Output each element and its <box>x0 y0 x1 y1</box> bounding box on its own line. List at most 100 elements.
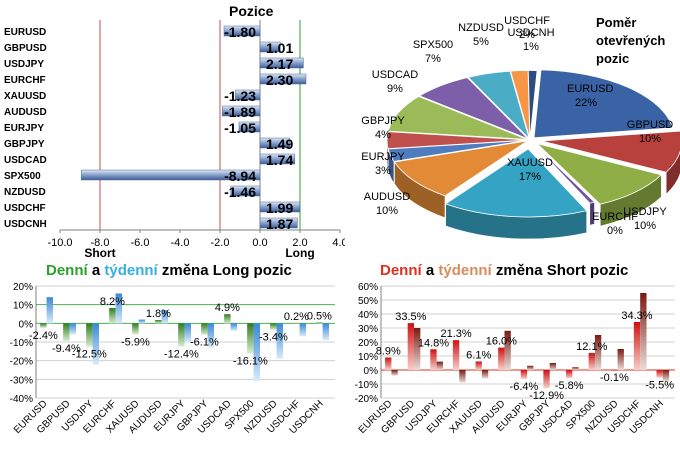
long-change-title: Denní a týdenní změna Long pozic <box>46 262 292 279</box>
pie-pct-label: 22% <box>575 97 597 109</box>
y-tick-label: 40% <box>358 310 378 321</box>
pie-label-group: USDCHF 2% <box>504 15 550 41</box>
category-label: USDCAD <box>4 155 47 166</box>
short-title-daily: Denní <box>380 262 422 279</box>
pie-title: Poměr otevřených pozic <box>596 14 665 68</box>
data-label: -12.5% <box>72 349 107 361</box>
data-label: 0.2% <box>284 311 309 323</box>
pie-slice <box>531 141 596 204</box>
value-label: -1.80 <box>224 24 256 40</box>
data-label: -5.8% <box>555 380 584 392</box>
y-tick-label: -20% <box>10 357 33 368</box>
pie-slice <box>533 69 674 139</box>
short-annotation: Short <box>84 246 115 260</box>
x-tick-label: -2.0 <box>211 237 230 249</box>
positions-chart: -10.0 -8.0 -6.0 -4.0 -2.0 0.0 2.0 4.0 Short Long E… <box>4 20 345 260</box>
y-tick-label: -10% <box>355 380 378 391</box>
daily-bar <box>633 321 641 370</box>
daily-bar <box>40 323 47 328</box>
y-tick-label: 30% <box>358 324 378 335</box>
data-label: -12.4% <box>164 348 199 360</box>
category-label: GBPJPY <box>4 139 45 150</box>
data-label: 6.1% <box>466 349 491 361</box>
data-label: 14.8% <box>418 337 449 349</box>
category-label: EURUSD <box>4 27 46 38</box>
data-label: -0.1% <box>600 372 629 384</box>
value-label: -1.05 <box>224 120 256 136</box>
pie-label-group: XAUUSD 17% <box>507 157 553 183</box>
x-tick-label: -6.0 <box>131 237 150 249</box>
weekly-bar <box>391 370 398 376</box>
positions-title: Pozice <box>229 3 274 19</box>
position-bar <box>230 185 261 197</box>
long-title-and: a <box>87 262 105 279</box>
value-label: 1.74 <box>266 152 293 168</box>
data-label: 8.9% <box>376 346 401 358</box>
pie-pct-label: 7% <box>425 53 441 65</box>
daily-bar <box>201 323 208 335</box>
long-annotation: Long <box>285 246 314 260</box>
weekly-bar <box>549 363 557 370</box>
pie-label-group: NZDUSD 5% <box>458 22 504 48</box>
daily-bar <box>270 323 277 330</box>
weekly-bar <box>572 367 579 370</box>
pie-slice <box>535 142 663 205</box>
category-label: USDCHF <box>4 203 46 214</box>
data-label: 1.8% <box>146 308 171 320</box>
position-bar <box>223 25 261 37</box>
category-label: GBPUSD <box>4 43 47 54</box>
value-label: 2.30 <box>266 72 293 88</box>
pie-label: GBPJPY <box>361 115 405 127</box>
weekly-bar <box>322 323 330 341</box>
daily-bar <box>178 323 185 347</box>
weekly-bar <box>184 323 192 342</box>
data-label: -6.1% <box>190 337 219 349</box>
position-bar <box>259 153 296 165</box>
category-label: USDCNH <box>4 219 47 230</box>
pie-pct-label: 0% <box>607 225 623 237</box>
x-tick-label: -4.0 <box>171 237 190 249</box>
pie-slice <box>387 96 528 140</box>
pie-label: GBPUSD <box>627 119 674 131</box>
pie-label: NZDUSD <box>458 22 504 34</box>
y-tick-label: 20% <box>13 282 33 293</box>
data-label: -12.9% <box>529 390 564 402</box>
short-title-and: a <box>421 262 439 279</box>
category-label: NZDUSD <box>4 187 46 198</box>
pie-label: EURUSD <box>567 83 614 95</box>
x-tick-label: -8.0 <box>91 237 110 249</box>
category-label: EURJPY <box>4 123 44 134</box>
pie-pct-label: 3% <box>375 165 391 177</box>
pie-label-group: EURJPY 3% <box>361 151 405 177</box>
pie-label-group: EURCHF 0% <box>592 211 638 237</box>
pie-label-group: USDCAD 9% <box>372 69 419 95</box>
daily-bar <box>611 370 618 371</box>
y-tick-label: 10% <box>358 352 378 363</box>
position-bar <box>221 105 261 117</box>
y-tick-label: -30% <box>10 375 33 386</box>
position-bar <box>259 137 291 149</box>
weekly-bar <box>276 323 284 359</box>
data-label: 21.3% <box>440 328 471 340</box>
weekly-bar <box>459 370 466 383</box>
y-tick-label: 60% <box>358 282 378 293</box>
pie-slice <box>467 70 530 139</box>
data-label: 33.5% <box>395 311 426 323</box>
weekly-bar <box>138 319 146 324</box>
pie-pct-label: 9% <box>387 83 403 95</box>
y-tick-label: 20% <box>358 338 378 349</box>
pie-pct-label: 10% <box>376 205 398 217</box>
pie-label-group: SPX500 7% <box>413 39 453 65</box>
pie-label: AUDUSD <box>364 191 411 203</box>
short-title-rest: změna Short pozic <box>491 262 629 279</box>
daily-bar <box>132 323 139 335</box>
y-tick-label: 10% <box>13 301 33 312</box>
pie-label: EURCHF <box>592 211 638 223</box>
data-label: 34.3% <box>621 310 652 322</box>
long-title-daily: Denní <box>46 262 88 279</box>
x-tick-label: 2.0 <box>292 237 307 249</box>
short-change-title: Denní a týdenní změna Short pozic <box>380 262 628 279</box>
short-title-weekly: týdenní <box>438 262 492 279</box>
pie-label-group: AUDUSD 10% <box>364 191 411 217</box>
position-bar <box>259 73 307 85</box>
